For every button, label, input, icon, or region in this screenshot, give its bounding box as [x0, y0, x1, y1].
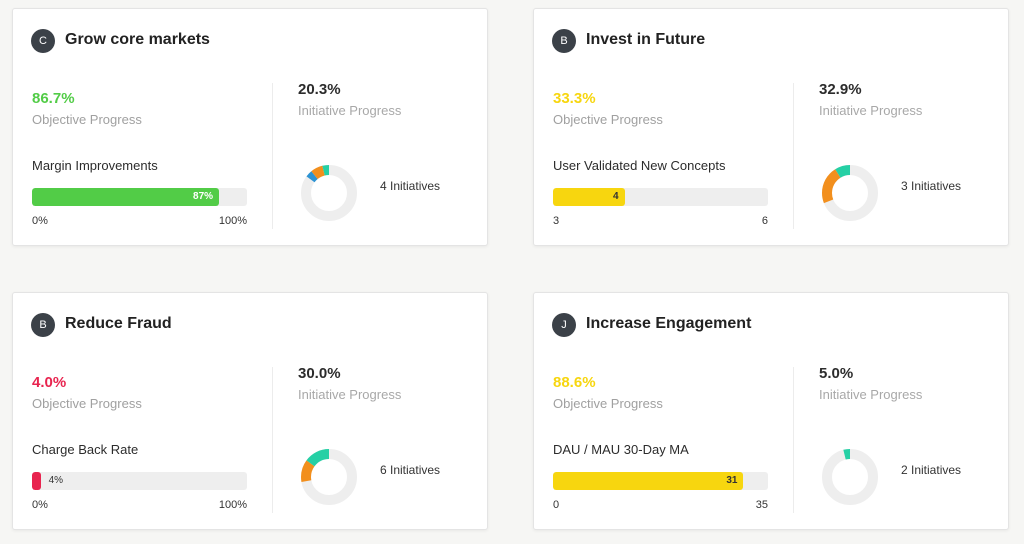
donut-segment-2 — [822, 165, 878, 221]
objective-title[interactable]: Reduce Fraud — [65, 315, 172, 332]
donut-track — [822, 449, 878, 505]
progress-bar-fill — [553, 188, 625, 206]
key-result-progress-bar: 87% — [32, 188, 247, 206]
initiative-donut-chart[interactable] — [819, 162, 881, 224]
key-result-progress-bar: 4% — [32, 472, 247, 490]
key-result-label[interactable]: DAU / MAU 30-Day MA — [553, 442, 689, 457]
initiative-donut-chart[interactable] — [819, 446, 881, 508]
progress-bar-value: 31 — [726, 475, 738, 486]
initiative-progress-value: 30.0% — [298, 365, 341, 382]
scale-min-label: 0 — [553, 499, 560, 511]
donut-segment-1 — [301, 449, 357, 505]
key-result-label[interactable]: Margin Improvements — [32, 158, 158, 173]
key-result-label[interactable]: User Validated New Concepts — [553, 158, 726, 173]
objective-title[interactable]: Increase Engagement — [586, 315, 752, 332]
donut-segment-1 — [822, 165, 878, 221]
objective-progress-label: Objective Progress — [32, 112, 142, 127]
scale-min-label: 0% — [32, 499, 48, 511]
initiative-progress-value: 20.3% — [298, 81, 341, 98]
initiative-progress-value: 5.0% — [819, 365, 854, 382]
progress-bar-value: 4 — [613, 191, 619, 202]
owner-avatar-badge: C — [31, 29, 55, 53]
progress-bar-fill — [32, 188, 220, 206]
owner-avatar-badge: B — [31, 313, 55, 337]
objective-title[interactable]: Invest in Future — [586, 31, 706, 48]
objective-progress-value: 33.3% — [553, 90, 596, 107]
scale-max-label: 100% — [218, 499, 247, 511]
scale-max-label: 6 — [761, 215, 768, 227]
initiative-progress-label: Initiative Progress — [298, 387, 402, 402]
scale-min-label: 3 — [553, 215, 560, 227]
initiative-progress-label: Initiative Progress — [298, 103, 402, 118]
objective-progress-value: 88.6% — [553, 374, 596, 391]
objective-progress-label: Objective Progress — [32, 396, 142, 411]
key-result-progress-bar: 31 — [553, 472, 768, 490]
scale-min-label: 0% — [32, 215, 48, 227]
objective-card-invest-in-future[interactable]: B Invest in Future 33.3% Objective Progr… — [533, 8, 1009, 246]
objective-card-reduce-fraud[interactable]: B Reduce Fraud 4.0% Objective Progress C… — [12, 292, 488, 530]
owner-avatar-badge: B — [552, 29, 576, 53]
donut-segment-1 — [822, 449, 878, 505]
scale-max-label: 100% — [218, 215, 247, 227]
divider — [272, 367, 273, 513]
initiatives-count[interactable]: 4 Initiatives — [380, 179, 441, 193]
initiatives-count[interactable]: 6 Initiatives — [380, 463, 441, 477]
objective-card-grow-core-markets[interactable]: C Grow core markets 86.7% Objective Prog… — [12, 8, 488, 246]
donut-segment-3 — [301, 165, 357, 221]
progress-bar-fill — [553, 472, 744, 490]
progress-bar-value: 87% — [193, 191, 214, 202]
scale-max-label: 35 — [755, 499, 768, 511]
objective-progress-label: Objective Progress — [553, 396, 663, 411]
objective-title[interactable]: Grow core markets — [65, 31, 210, 48]
initiative-donut-chart[interactable] — [298, 446, 360, 508]
divider — [272, 83, 273, 229]
key-result-progress-bar: 4 — [553, 188, 768, 206]
key-result-label[interactable]: Charge Back Rate — [32, 442, 139, 457]
progress-bar-fill — [32, 472, 41, 490]
initiative-donut-chart[interactable] — [298, 162, 360, 224]
initiatives-count[interactable]: 3 Initiatives — [901, 179, 962, 193]
objective-card-increase-engagement[interactable]: J Increase Engagement 88.6% Objective Pr… — [533, 292, 1009, 530]
objective-progress-label: Objective Progress — [553, 112, 663, 127]
owner-avatar-badge: J — [552, 313, 576, 337]
divider — [793, 367, 794, 513]
progress-bar-value: 4% — [48, 475, 64, 486]
initiative-progress-label: Initiative Progress — [819, 103, 923, 118]
objective-progress-value: 4.0% — [32, 374, 67, 391]
objective-progress-value: 86.7% — [32, 90, 75, 107]
divider — [793, 83, 794, 229]
initiatives-count[interactable]: 2 Initiatives — [901, 463, 962, 477]
initiative-progress-value: 32.9% — [819, 81, 862, 98]
initiative-progress-label: Initiative Progress — [819, 387, 923, 402]
donut-segment-2 — [301, 449, 357, 505]
